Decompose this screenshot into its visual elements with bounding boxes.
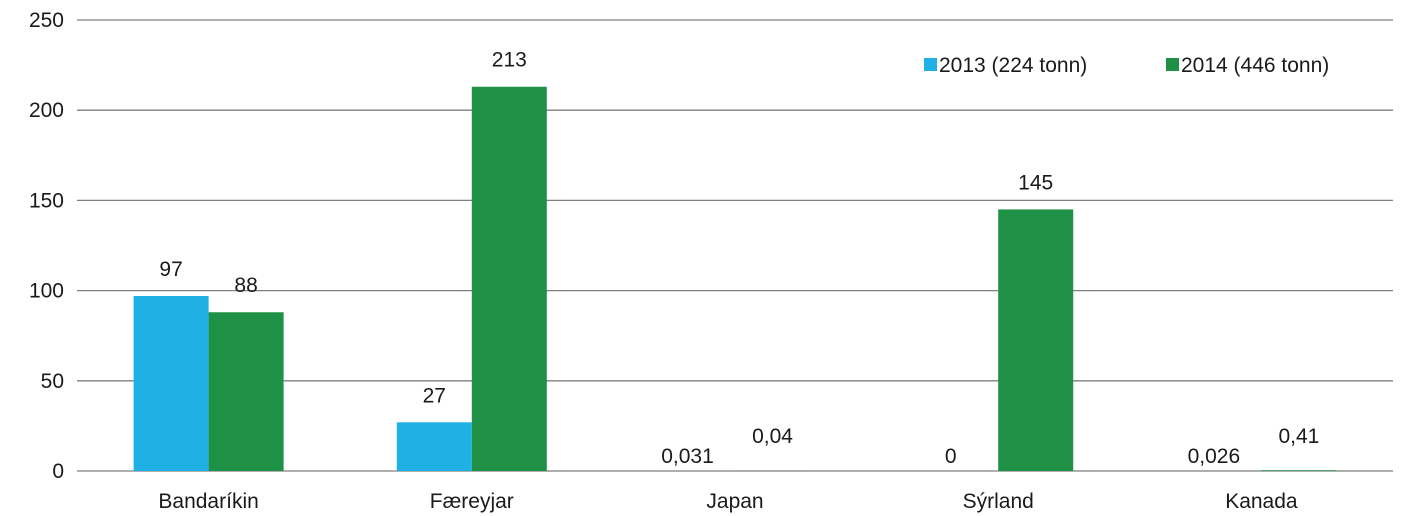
bar-2-1: [208, 312, 284, 471]
y-tick-label: 50: [41, 370, 64, 393]
bar-2-4: [998, 209, 1074, 472]
category-label: Sýrland: [963, 490, 1034, 513]
legend-swatch: [1166, 58, 1179, 71]
data-label: 145: [1018, 171, 1053, 194]
category-label: Kanada: [1225, 490, 1298, 513]
bar-2-2: [471, 86, 547, 472]
bar-1-2: [396, 422, 472, 471]
data-label: 0,026: [1188, 445, 1241, 468]
data-label: 27: [423, 384, 446, 407]
legend: 2013 (224 tonn) 2014 (446 tonn): [924, 54, 1329, 77]
data-label: 0,41: [1278, 425, 1319, 448]
y-tick-label: 250: [29, 9, 64, 32]
x-axis-categories: Bandaríkin Færeyjar Japan Sýrland Kanada: [158, 490, 1298, 513]
bar-1-1: [133, 296, 209, 471]
category-label: Japan: [706, 490, 763, 513]
data-labels: 97 88 27 213 0,031 0,04 0 145 0,026 0,41: [159, 49, 1319, 468]
legend-label: 2013 (224 tonn): [939, 54, 1087, 77]
data-label: 0: [945, 445, 957, 468]
data-label: 0,04: [752, 425, 793, 448]
data-label: 88: [234, 274, 257, 297]
category-label: Færeyjar: [430, 490, 514, 513]
legend-swatch: [924, 58, 937, 71]
category-label: Bandaríkin: [158, 490, 258, 513]
y-tick-label: 150: [29, 189, 64, 212]
y-tick-label: 200: [29, 99, 64, 122]
data-label: 0,031: [661, 445, 714, 468]
data-label: 97: [159, 258, 182, 281]
gridlines: [77, 19, 1393, 472]
y-tick-label: 100: [29, 280, 64, 303]
data-label: 213: [492, 49, 527, 72]
bar-2-5: [1261, 470, 1337, 471]
y-tick-label: 0: [52, 460, 64, 483]
legend-label: 2014 (446 tonn): [1181, 54, 1329, 77]
bars: [133, 86, 1337, 472]
y-axis-ticks: 0 50 100 150 200 250: [29, 9, 64, 483]
